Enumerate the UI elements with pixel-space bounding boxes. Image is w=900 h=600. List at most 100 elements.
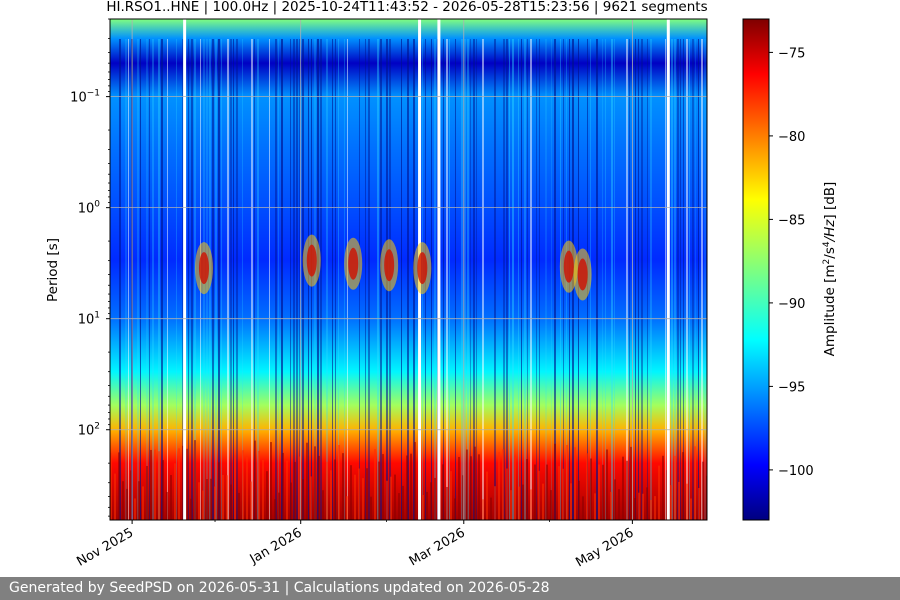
- psd-column: [118, 452, 120, 520]
- psd-column: [254, 440, 256, 520]
- psd-column: [350, 465, 352, 520]
- microseism-burst-core: [198, 252, 209, 285]
- footer-text: Generated by SeedPSD on 2026-05-31 | Cal…: [9, 580, 550, 596]
- psd-column: [269, 39, 270, 520]
- psd-column: [534, 464, 536, 520]
- psd-column: [254, 39, 255, 520]
- psd-column: [182, 445, 184, 520]
- psd-column: [310, 476, 312, 520]
- psd-column: [142, 486, 144, 520]
- psd-column: [502, 449, 504, 520]
- x-tick-label: Jan 2026: [247, 525, 305, 567]
- psd-column: [318, 455, 320, 520]
- psd-column: [358, 468, 360, 520]
- psd-column: [562, 468, 564, 520]
- psd-column: [695, 39, 696, 520]
- psd-column: [446, 486, 448, 520]
- psd-column: [422, 494, 424, 520]
- psd-column: [298, 456, 300, 520]
- psd-column: [251, 39, 253, 520]
- psd-column: [146, 39, 148, 520]
- psd-column: [558, 466, 560, 520]
- psd-column: [390, 476, 392, 520]
- psd-column: [330, 470, 332, 520]
- psd-column: [332, 39, 333, 520]
- psd-column: [690, 498, 692, 520]
- psd-column: [650, 39, 652, 520]
- psd-column: [539, 39, 540, 520]
- psd-column: [546, 464, 548, 520]
- psd-column: [188, 39, 189, 520]
- psd-column: [692, 39, 694, 520]
- psd-column: [570, 483, 572, 520]
- y-tick-label: 10−1: [70, 89, 100, 106]
- psd-column: [293, 39, 295, 520]
- psd-column: [701, 39, 703, 520]
- psd-column: [704, 39, 706, 520]
- psd-column: [682, 452, 684, 520]
- psd-column: [167, 39, 168, 520]
- psd-column: [362, 478, 364, 520]
- psd-column: [326, 461, 328, 520]
- psd-column: [542, 483, 544, 520]
- psd-column: [296, 39, 298, 520]
- psd-column: [302, 479, 304, 520]
- psd-column: [582, 496, 584, 520]
- psd-column: [694, 446, 696, 520]
- psd-column: [689, 39, 690, 520]
- psd-column: [482, 499, 484, 520]
- psd-column: [122, 481, 124, 520]
- psd-column: [434, 39, 436, 520]
- psd-column: [236, 39, 238, 520]
- microseism-burst-core: [563, 250, 574, 283]
- psd-column: [230, 39, 232, 520]
- psd-column: [365, 39, 366, 520]
- psd-column: [128, 39, 129, 520]
- psd-column: [518, 486, 520, 520]
- psd-column: [602, 39, 603, 520]
- psd-column: [626, 460, 628, 520]
- psd-column: [665, 39, 666, 520]
- y-tick-label: 102: [78, 422, 100, 439]
- psd-column: [242, 39, 243, 520]
- psd-column: [524, 39, 526, 520]
- psd-column: [178, 448, 180, 520]
- psd-column: [290, 482, 292, 520]
- psd-column: [498, 452, 500, 520]
- psd-column: [152, 39, 154, 520]
- psd-column: [454, 498, 456, 520]
- psd-column: [119, 39, 121, 520]
- psd-column: [306, 442, 308, 520]
- psd-column: [198, 482, 200, 520]
- psd-column: [414, 442, 416, 520]
- psd-column: [590, 458, 592, 520]
- psd-column: [230, 484, 232, 520]
- psd-column: [647, 39, 648, 520]
- psd-column: [212, 39, 214, 520]
- psd-column: [194, 39, 196, 520]
- data-gap: [183, 19, 187, 520]
- psd-column: [554, 39, 556, 520]
- psd-column: [551, 39, 552, 520]
- psd-column: [629, 39, 630, 520]
- psd-column: [250, 481, 252, 520]
- psd-column: [462, 475, 464, 520]
- psd-column: [334, 459, 336, 520]
- microseism-burst-core: [577, 258, 588, 291]
- psd-column: [234, 456, 236, 520]
- psd-column: [286, 460, 288, 520]
- psd-column: [634, 498, 636, 520]
- psd-column: [618, 489, 620, 520]
- psd-column: [482, 39, 484, 520]
- colorbar-label-suffix: ] [dB]: [822, 182, 838, 220]
- psd-column: [138, 481, 140, 520]
- psd-column: [370, 496, 372, 520]
- psd-column: [509, 39, 510, 520]
- psd-column: [281, 39, 283, 520]
- psd-column: [536, 39, 537, 520]
- psd-column: [680, 39, 681, 520]
- psd-column: [560, 39, 561, 520]
- psd-column: [338, 39, 339, 520]
- psd-column: [215, 39, 217, 520]
- psd-column: [294, 461, 296, 520]
